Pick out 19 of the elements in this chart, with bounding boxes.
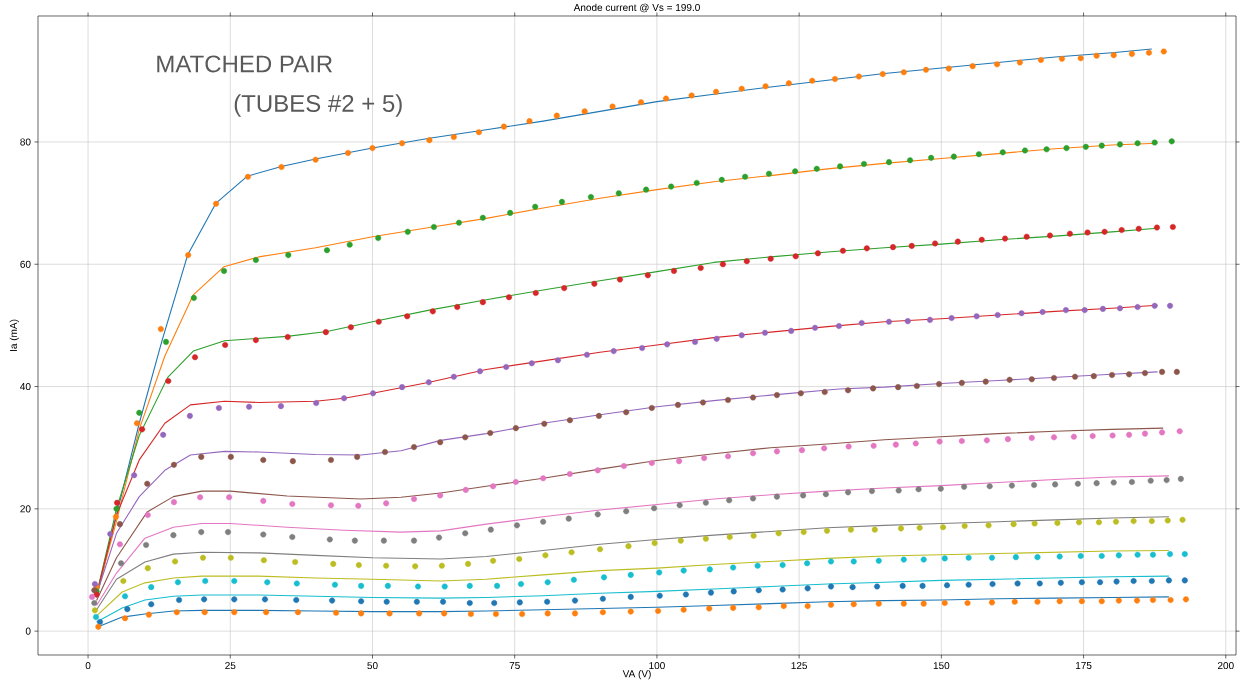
x-tick-label: 125 [791,662,808,670]
x-tick-label: 200 [1217,662,1234,670]
x-tick-label: 50 [367,662,378,670]
x-tick-label: 75 [509,662,520,670]
x-tick-label: 100 [649,662,665,670]
x-tick-label: 0 [85,662,91,670]
y-tick-label: 0 [25,627,31,635]
annotation: MATCHED PAIR [157,55,333,73]
x-tick-label: 175 [1075,662,1092,670]
y-tick-label: 20 [20,505,31,513]
annotation: (TUBES #2 + 5) [234,94,402,117]
x-tick-label: 25 [225,662,236,670]
y-tick-label: 80 [20,138,31,146]
y-axis-title: Ia (mA) [9,319,19,351]
chart-title: Anode current @ Vs = 199.0 [573,3,700,13]
y-tick-label: 40 [20,383,31,391]
x-tick-label: 150 [933,662,950,670]
x-axis-title: VA (V) [622,669,651,680]
y-tick-label: 60 [20,260,31,268]
